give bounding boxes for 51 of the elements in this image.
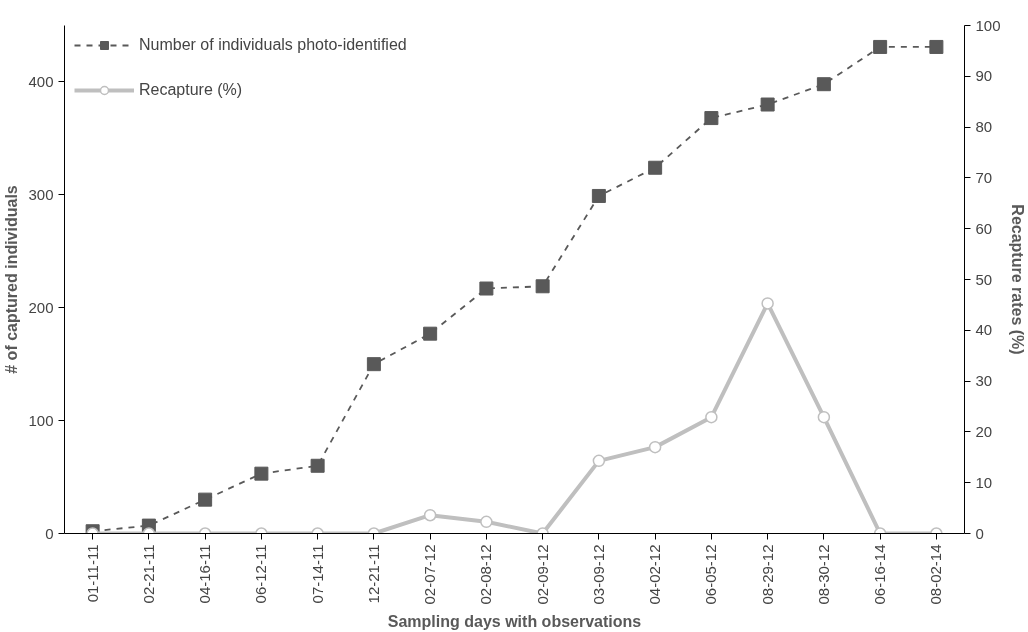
point <box>929 39 944 54</box>
x-tick-label: 08-02-14 <box>927 544 945 605</box>
point <box>310 458 325 473</box>
y-tick-label: 400 <box>28 72 54 90</box>
point <box>366 357 381 372</box>
y2-tick-label: 80 <box>975 118 993 136</box>
point <box>198 492 213 507</box>
y-tick-label: 200 <box>28 298 54 316</box>
legend-label: Recapture (%) <box>139 81 243 99</box>
y2-tick-label: 0 <box>975 524 984 542</box>
y2-tick-label: 30 <box>975 372 993 390</box>
point <box>648 160 663 175</box>
point <box>873 39 888 54</box>
point <box>254 466 269 481</box>
point <box>423 326 438 341</box>
x-tick-label: 08-29-12 <box>758 544 776 605</box>
x-tick-label: 02-07-12 <box>421 544 439 605</box>
y2-tick-label: 60 <box>975 219 993 237</box>
y-axis-title: # of captured individuals <box>3 185 21 374</box>
x-tick-label: 04-16-11 <box>196 544 214 604</box>
y2-tick-label: 10 <box>975 473 993 491</box>
point <box>479 281 494 296</box>
point <box>816 77 831 92</box>
y2-tick-label: 100 <box>975 16 1001 34</box>
y2-tick-label: 50 <box>975 270 993 288</box>
x-tick-label: 12-21-11 <box>364 544 382 604</box>
x-tick-label: 06-16-14 <box>871 544 889 605</box>
x-tick-label: 06-05-12 <box>702 544 720 605</box>
y-tick-label: 0 <box>45 524 54 542</box>
point <box>704 111 719 126</box>
x-axis-title: Sampling days with observations <box>387 612 642 630</box>
x-tick-label: 02-08-12 <box>477 544 495 605</box>
x-tick-label: 06-12-11 <box>252 544 270 604</box>
point <box>760 97 775 112</box>
y2-tick-label: 20 <box>975 422 993 440</box>
y-tick-label: 100 <box>28 411 54 429</box>
x-tick-label: 03-09-12 <box>589 544 607 605</box>
point <box>535 279 550 294</box>
x-tick-label: 08-30-12 <box>814 544 832 605</box>
y2-tick-label: 90 <box>975 67 993 85</box>
x-tick-label: 04-02-12 <box>646 544 664 605</box>
point <box>591 188 606 203</box>
x-tick-label: 02-21-11 <box>139 544 157 604</box>
y2-tick-label: 70 <box>975 168 993 186</box>
x-tick-label: 01-11-11 <box>83 544 101 603</box>
x-tick-label: 07-14-11 <box>308 544 326 604</box>
y-tick-label: 300 <box>28 185 54 203</box>
y2-axis-title: Recapture rates (%) <box>1008 204 1026 355</box>
legend-label: Number of individuals photo-identified <box>139 36 407 54</box>
x-tick-label: 02-09-12 <box>533 544 551 605</box>
y2-tick-label: 40 <box>975 321 993 339</box>
